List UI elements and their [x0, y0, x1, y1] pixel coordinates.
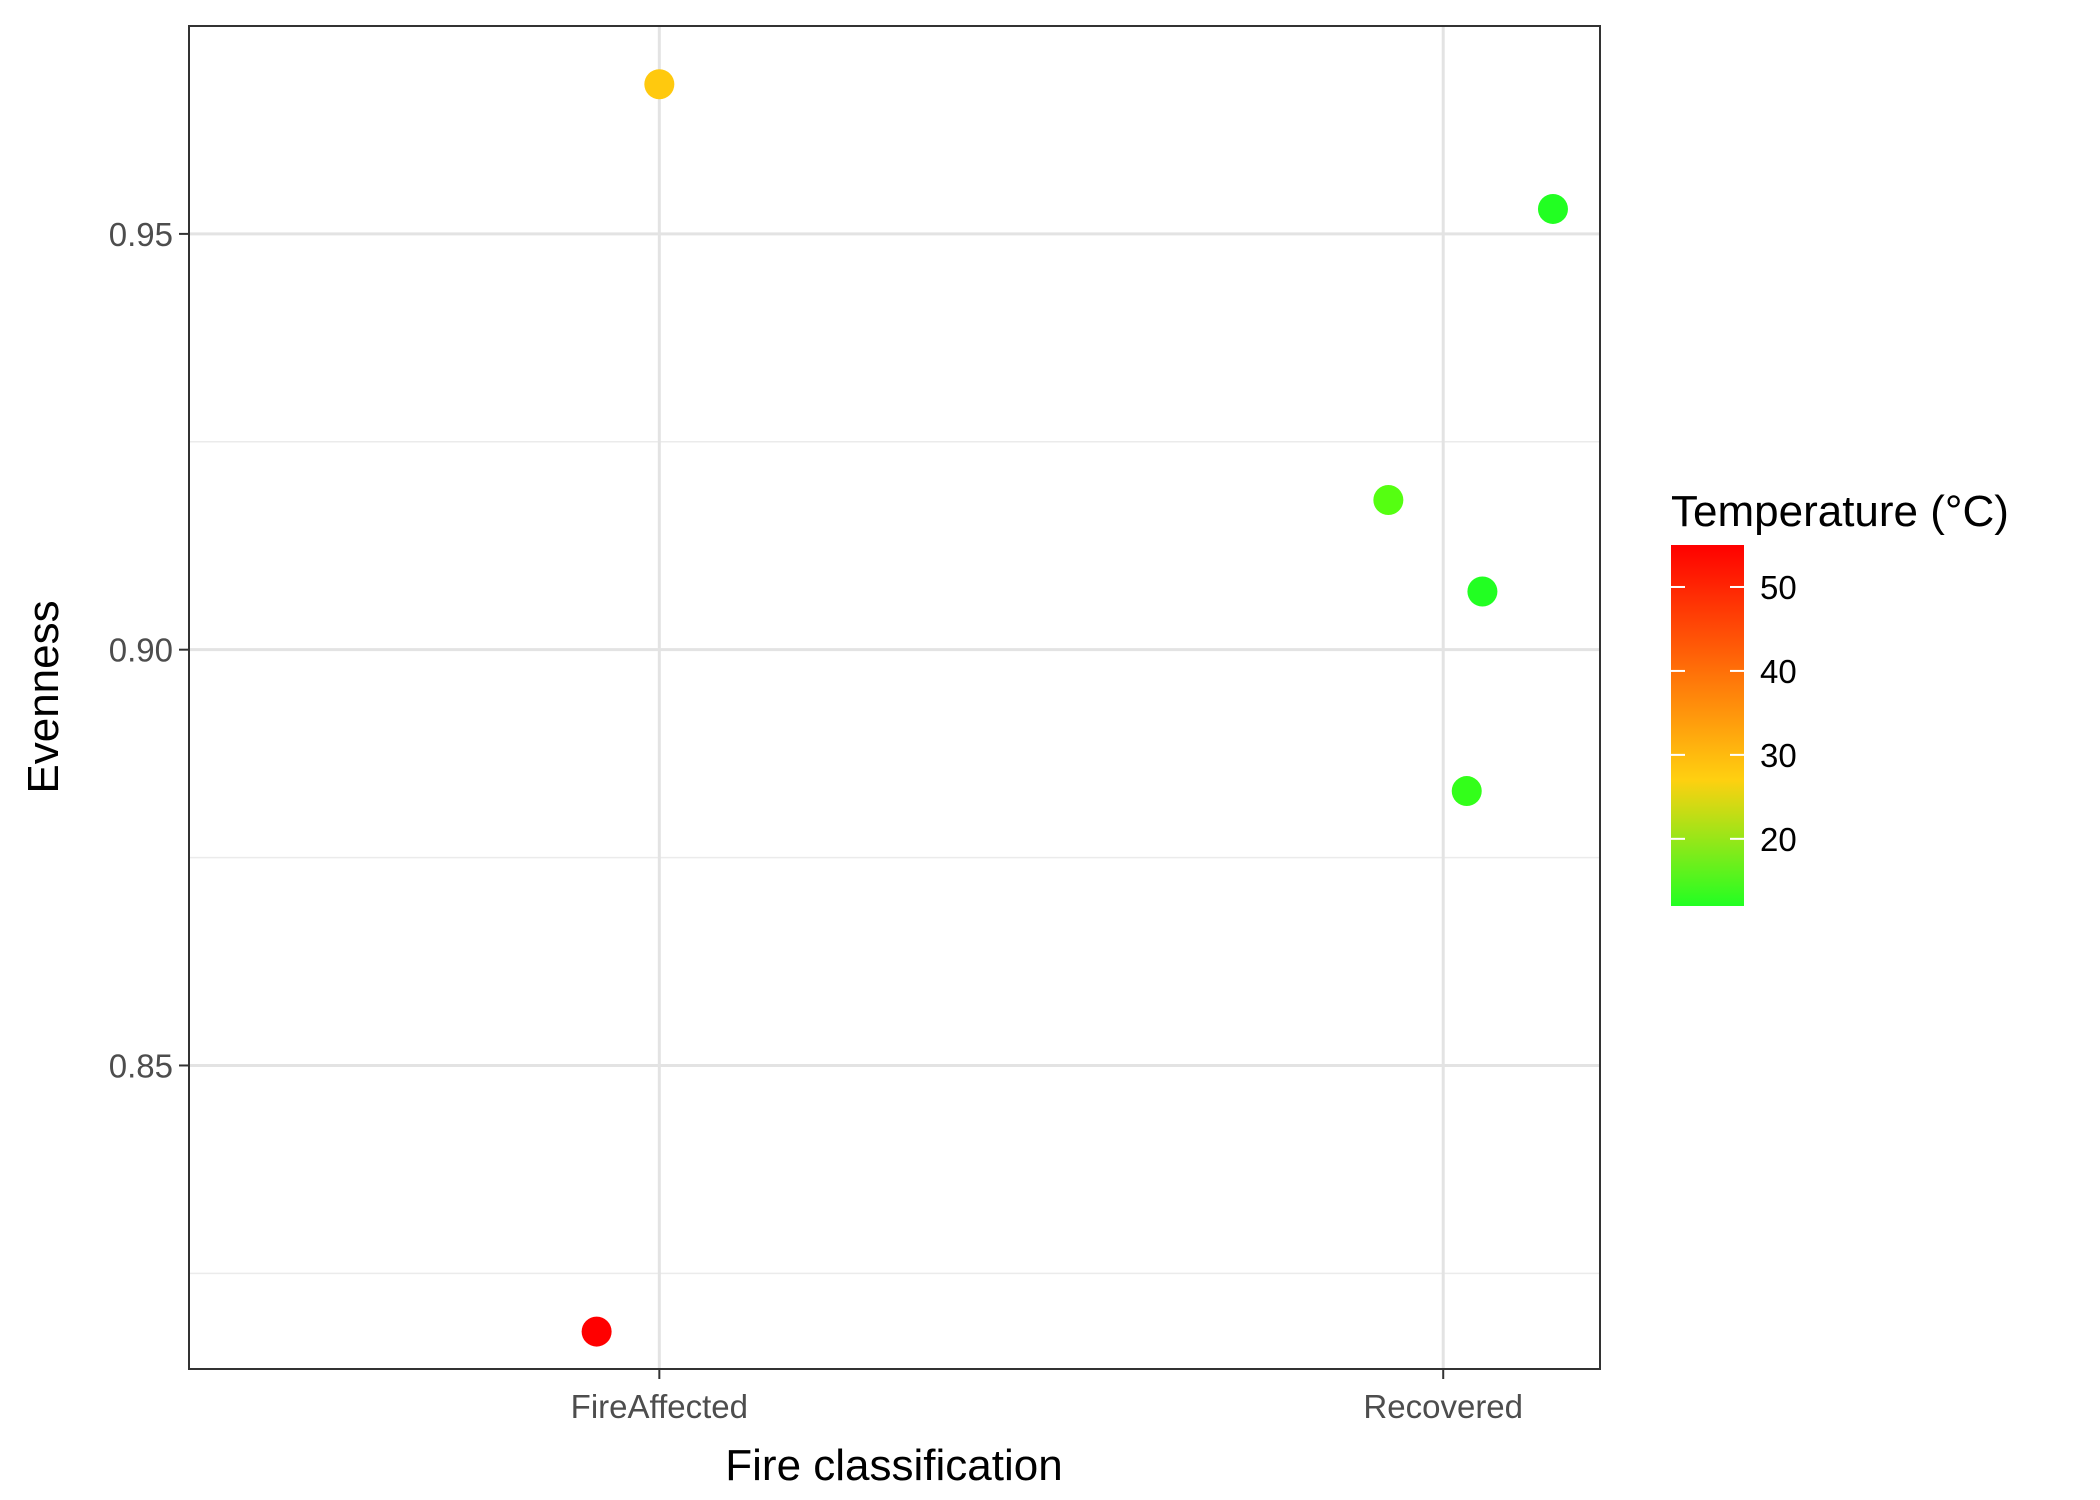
x-axis: FireAffected Recovered — [571, 1369, 1523, 1425]
grid-major — [189, 26, 1600, 1369]
x-axis-title: Fire classification — [725, 1441, 1062, 1490]
y-tick-label: 0.95 — [109, 216, 173, 253]
y-axis: 0.85 0.90 0.95 — [109, 216, 189, 1084]
plot-border — [188, 25, 1601, 1370]
colorbar — [1671, 545, 1744, 906]
colorbar-ticks: 20 30 40 50 — [1671, 569, 1797, 858]
plot-background — [189, 26, 1600, 1369]
y-tick-label: 0.90 — [109, 632, 173, 669]
grid-minor — [189, 441, 1600, 1275]
colorbar-tick-label: 20 — [1760, 821, 1797, 858]
data-point — [1537, 193, 1568, 224]
y-axis-title: Evenness — [19, 600, 68, 793]
data-points — [581, 69, 1568, 1347]
colorbar-tick-label: 50 — [1760, 569, 1797, 606]
data-point — [581, 1316, 612, 1347]
x-tick-label: FireAffected — [571, 1388, 748, 1425]
colorbar-tick-label: 30 — [1760, 737, 1797, 774]
data-point — [644, 69, 675, 100]
legend: Temperature (°C) 20 30 40 50 — [1671, 487, 2009, 906]
colorbar-tick-label: 40 — [1760, 653, 1797, 690]
data-point — [1373, 485, 1404, 515]
legend-title: Temperature (°C) — [1671, 487, 2009, 536]
y-tick-label: 0.85 — [109, 1047, 173, 1084]
data-point — [1451, 776, 1482, 807]
data-point — [1467, 576, 1498, 607]
x-tick-label: Recovered — [1363, 1388, 1523, 1425]
